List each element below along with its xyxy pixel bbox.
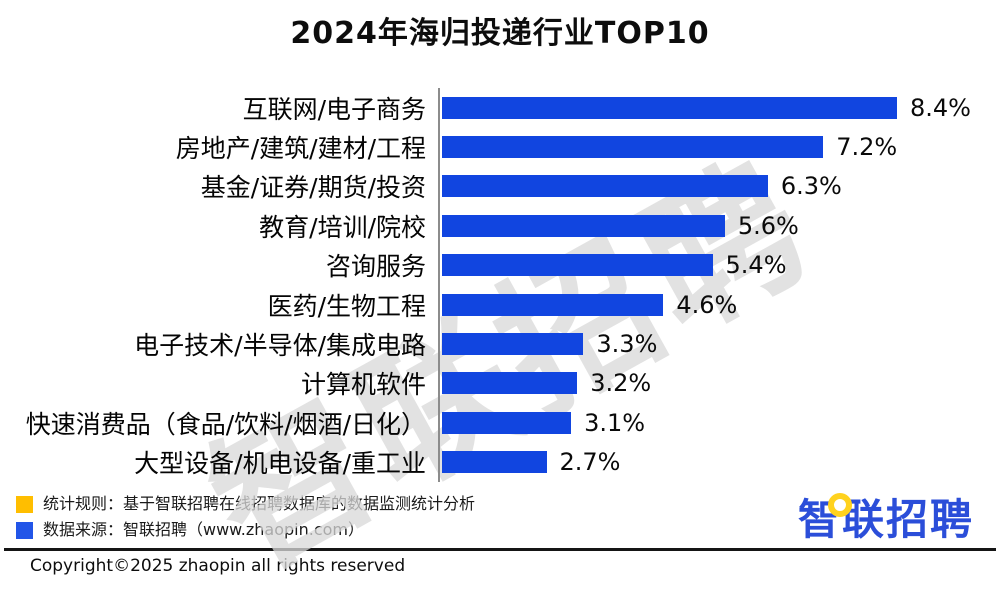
chart-row: 快速消费品（食品/饮料/烟酒/日化） 3.1% — [0, 403, 1000, 443]
chart-row: 医药/生物工程 4.6% — [0, 284, 1000, 325]
chart-row: 电子技术/半导体/集成电路 3.3% — [0, 324, 1000, 364]
category-label: 房地产/建筑/建材/工程 — [175, 134, 426, 164]
chart-row: 计算机软件 3.2% — [0, 363, 1000, 404]
chart-rows: 互联网/电子商务 8.4% 房地产/建筑/建材/工程 7.2% 基金/证券/期货… — [0, 88, 1000, 482]
page-title: 2024年海归投递行业TOP10 — [290, 16, 710, 51]
value-label: 3.2% — [590, 369, 652, 398]
value-label: 4.6% — [676, 290, 738, 319]
legend-item: 数据来源：智联招聘（www.zhaopin.com） — [16, 519, 475, 541]
zhaopin-logo: 智联招聘 — [798, 493, 974, 541]
legend-color-swatch — [16, 521, 33, 539]
bar-area: 6.3% — [438, 166, 1000, 207]
bar — [442, 333, 584, 356]
bar-area: 3.3% — [438, 324, 1000, 364]
legend-text: 数据来源：智联招聘（www.zhaopin.com） — [43, 520, 365, 539]
chart-row: 咨询服务 5.4% — [0, 245, 1000, 285]
divider-line — [4, 548, 996, 551]
legend: 统计规则：基于智联招聘在线招聘数据库的数据监测统计分析 数据来源：智联招聘（ww… — [16, 493, 475, 541]
value-label: 6.3% — [780, 172, 842, 201]
bar-chart: 智联招聘 互联网/电子商务 8.4% 房地产/建筑/建材/工程 7.2% 基金/… — [0, 88, 1000, 602]
category-label: 医药/生物工程 — [267, 291, 426, 321]
chart-row: 大型设备/机电设备/重工业 2.7% — [0, 442, 1000, 482]
bar — [442, 136, 824, 159]
chart-row: 基金/证券/期货/投资 6.3% — [0, 166, 1000, 207]
logo-pin-icon — [827, 493, 852, 517]
bar — [442, 214, 725, 237]
chart-row: 互联网/电子商务 8.4% — [0, 88, 1000, 128]
bar-area: 4.6% — [438, 284, 1000, 325]
category-label: 互联网/电子商务 — [242, 94, 426, 124]
legend-text: 统计规则：基于智联招聘在线招聘数据库的数据监测统计分析 — [43, 494, 476, 513]
legend-color-swatch — [16, 495, 33, 513]
footer: 统计规则：基于智联招聘在线招聘数据库的数据监测统计分析 数据来源：智联招聘（ww… — [0, 493, 1000, 541]
category-label: 教育/培训/院校 — [259, 212, 426, 242]
value-label: 3.3% — [596, 330, 658, 359]
category-label: 快速消费品（食品/饮料/烟酒/日化） — [25, 409, 426, 439]
value-label: 7.2% — [836, 133, 898, 162]
category-label: 基金/证券/期货/投资 — [200, 173, 426, 203]
chart-row: 房地产/建筑/建材/工程 7.2% — [0, 127, 1000, 167]
logo-text: 智联招聘 — [797, 495, 974, 544]
bar — [442, 175, 768, 198]
bar — [442, 411, 572, 434]
category-label: 大型设备/机电设备/重工业 — [134, 449, 426, 479]
bar — [442, 372, 578, 395]
bar — [442, 96, 897, 119]
bar-area: 5.6% — [438, 206, 1000, 246]
value-label: 2.7% — [559, 448, 621, 477]
bar-area: 2.7% — [438, 442, 1000, 482]
copyright-text: Copyright©2025 zhaopin all rights reserv… — [30, 556, 406, 576]
value-label: 5.4% — [725, 251, 787, 280]
bar-area: 5.4% — [438, 245, 1000, 285]
bar — [442, 254, 713, 277]
value-label: 5.6% — [737, 211, 799, 240]
bar-area: 3.1% — [438, 403, 1000, 443]
value-label: 3.1% — [584, 408, 646, 437]
bar-area: 3.2% — [438, 363, 1000, 404]
category-label: 计算机软件 — [300, 370, 426, 400]
bar — [442, 293, 664, 316]
bar-area: 8.4% — [438, 88, 1000, 128]
chart-row: 教育/培训/院校 5.6% — [0, 206, 1000, 246]
value-label: 8.4% — [910, 93, 971, 122]
legend-item: 统计规则：基于智联招聘在线招聘数据库的数据监测统计分析 — [16, 493, 475, 515]
bar — [442, 451, 547, 474]
bar-area: 7.2% — [438, 127, 1000, 167]
category-label: 咨询服务 — [325, 252, 426, 282]
category-label: 电子技术/半导体/集成电路 — [134, 331, 426, 361]
